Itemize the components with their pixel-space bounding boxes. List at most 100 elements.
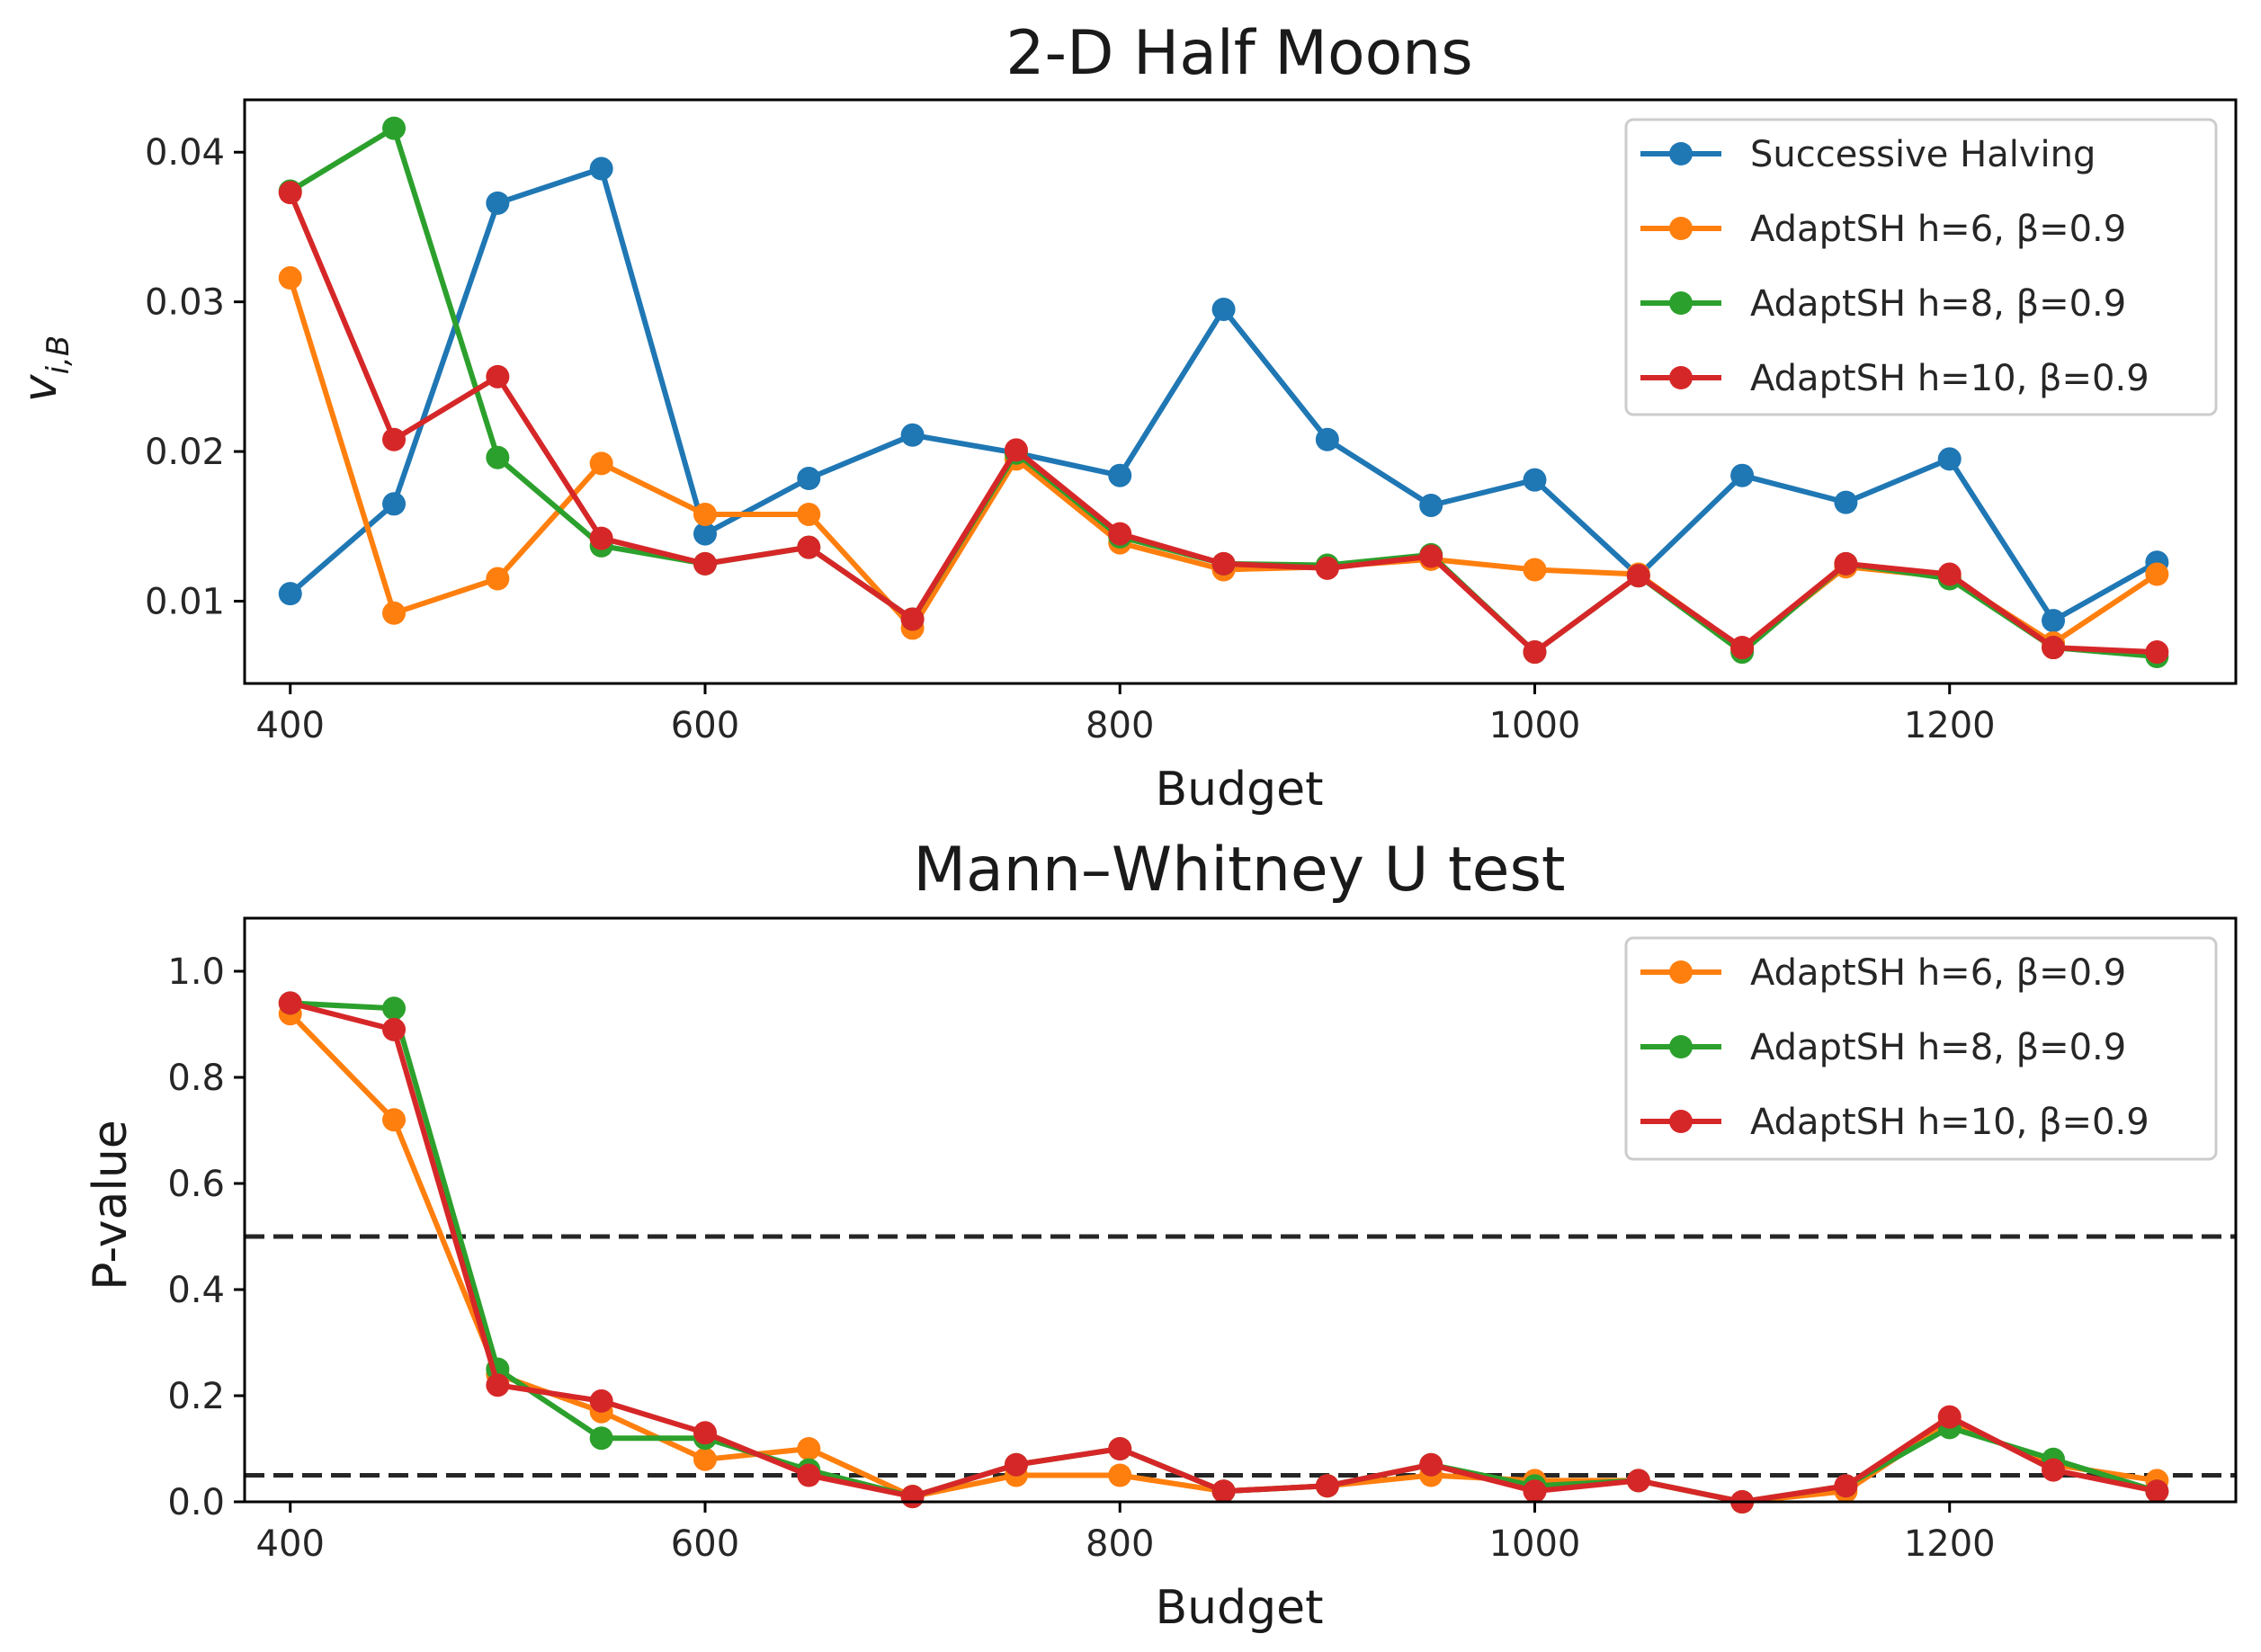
data-point xyxy=(797,1437,821,1460)
x-tick-label: 1000 xyxy=(1489,705,1581,746)
x-tick-label: 1200 xyxy=(1904,1523,1996,1565)
y-tick-label: 0.03 xyxy=(145,282,225,324)
axes-frame xyxy=(243,916,2238,1504)
data-point xyxy=(1211,551,1236,576)
data-point xyxy=(1004,1452,1028,1477)
legend-marker xyxy=(1669,1035,1693,1058)
data-point xyxy=(486,191,510,215)
legend-label: AdaptSH h=10, β=0.9 xyxy=(1750,1102,2149,1143)
data-point xyxy=(693,522,717,546)
data-point xyxy=(2145,640,2169,665)
legend-label: Successive Halving xyxy=(1750,134,2096,175)
svg-text:~: ~ xyxy=(0,356,19,396)
legend-marker xyxy=(1669,217,1693,240)
data-point xyxy=(797,535,821,559)
legend-label: AdaptSH h=8, β=0.9 xyxy=(1750,283,2126,325)
data-point xyxy=(1937,447,1962,471)
data-point xyxy=(486,364,510,388)
data-point xyxy=(278,266,302,290)
data-point xyxy=(1108,1437,1132,1460)
data-point xyxy=(2042,636,2066,660)
y-tick-label: 0.02 xyxy=(145,432,225,473)
legend-entry: AdaptSH h=6, β=0.9 xyxy=(1640,209,2126,250)
y-tick-label: 0.2 xyxy=(167,1376,225,1417)
x-tick-label: 600 xyxy=(671,1523,739,1565)
chart-title: Mann–Whitney U test xyxy=(913,835,1565,906)
svg-text:‾: ‾ xyxy=(0,363,31,388)
data-point xyxy=(2042,609,2066,633)
legend-label: AdaptSH h=8, β=0.9 xyxy=(1750,1027,2126,1068)
x-tick-label: 600 xyxy=(671,705,739,746)
series-0 xyxy=(278,156,2169,633)
svg-text:vi,B: vi,B xyxy=(13,335,76,402)
data-point xyxy=(382,996,407,1021)
x-tick-label: 1200 xyxy=(1904,705,1996,746)
chart-mann-whitney: Mann–Whitney U test Budget P-value 400 60… xyxy=(84,835,2238,1635)
x-tick-label: 400 xyxy=(256,1523,325,1565)
data-point xyxy=(797,502,821,526)
legend: AdaptSH h=6, β=0.9 AdaptSH h=8, β=0.9 Adap… xyxy=(1624,936,2218,1161)
data-point xyxy=(1523,468,1547,492)
data-point xyxy=(1108,1463,1132,1487)
legend-label: AdaptSH h=6, β=0.9 xyxy=(1750,952,2126,994)
legend-entry: AdaptSH h=8, β=0.9 xyxy=(1640,283,2126,325)
data-point xyxy=(382,1017,407,1041)
y-tick-label: 0.01 xyxy=(145,581,225,622)
data-point xyxy=(1937,1405,1962,1429)
data-point xyxy=(1523,558,1547,582)
x-tick-label: 400 xyxy=(256,705,325,746)
data-point xyxy=(1419,1452,1443,1477)
data-point xyxy=(1626,1469,1650,1493)
data-point xyxy=(486,445,510,469)
x-axis-label: Budget xyxy=(1155,1581,1323,1635)
y-axis-label: vi,B ‾ ~ xyxy=(0,335,76,402)
x-axis-label: Budget xyxy=(1155,763,1323,817)
data-point xyxy=(1315,556,1339,580)
legend-label: AdaptSH h=6, β=0.9 xyxy=(1750,209,2126,250)
data-point xyxy=(900,423,925,447)
data-point xyxy=(1108,463,1132,487)
legend-marker xyxy=(1669,142,1693,165)
data-point xyxy=(1730,463,1755,487)
chart-title: 2-D Half Moons xyxy=(1005,18,1472,89)
data-point xyxy=(486,1373,510,1398)
tick-layer: 400 600 800 1000 1200 0.0 0.2 0.4 0.6 0.8 1.0 xyxy=(167,951,1995,1565)
tick-layer: 400 600 800 1000 1200 0.01 0.02 0.03 0.04 xyxy=(145,132,1996,746)
legend-entry: AdaptSH h=10, β=0.9 xyxy=(1640,1102,2149,1143)
data-point xyxy=(589,1426,613,1451)
chart-half-moons: 2-D Half Moons Budget vi,B ‾ ~ 400 600 800… xyxy=(0,18,2238,817)
y-tick-label: 0.6 xyxy=(167,1164,225,1205)
data-point xyxy=(900,607,925,631)
legend-entry: AdaptSH h=6, β=0.9 xyxy=(1640,952,2126,994)
legend-entry: AdaptSH h=10, β=0.9 xyxy=(1640,358,2149,399)
data-point xyxy=(278,991,302,1015)
data-point xyxy=(1523,640,1547,665)
data-point xyxy=(382,427,407,451)
data-point xyxy=(1419,544,1443,568)
data-point xyxy=(1834,551,1858,576)
data-point xyxy=(2145,562,2169,586)
data-point xyxy=(486,567,510,591)
y-tick-label: 1.0 xyxy=(167,951,225,993)
data-point xyxy=(797,467,821,491)
data-point xyxy=(589,156,613,181)
legend-frame xyxy=(1624,936,2218,1161)
data-point xyxy=(1211,297,1236,321)
legend-frame xyxy=(1624,118,2218,416)
data-point xyxy=(382,492,407,516)
series-3 xyxy=(278,181,2169,665)
data-point xyxy=(1315,1474,1339,1498)
data-point xyxy=(589,526,613,550)
legend-marker xyxy=(1669,1110,1693,1133)
legend-entry: Successive Halving xyxy=(1640,134,2096,175)
data-point xyxy=(2145,1479,2169,1504)
data-point xyxy=(1211,1479,1236,1504)
data-point xyxy=(1730,636,1755,660)
legend-marker xyxy=(1669,366,1693,389)
plot-area xyxy=(278,116,2169,669)
data-point xyxy=(1834,490,1858,514)
data-point xyxy=(278,181,302,205)
data-point xyxy=(589,451,613,476)
data-point xyxy=(278,582,302,606)
